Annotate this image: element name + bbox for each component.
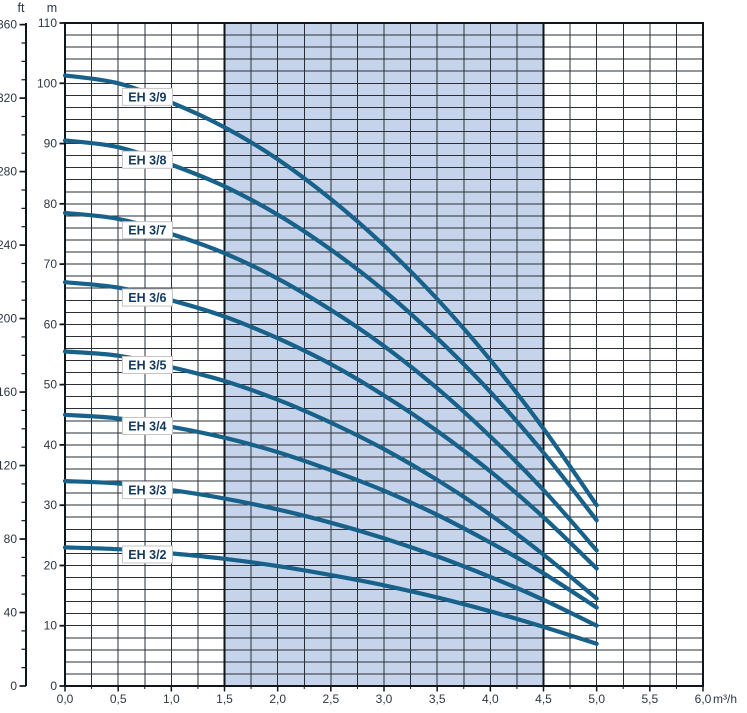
curve-label-eh-3-3: EH 3/3	[121, 481, 173, 500]
curve-label-text: EH 3/3	[128, 484, 166, 498]
curve-label-text: EH 3/5	[128, 359, 166, 373]
m-axis	[59, 22, 65, 687]
m-tick-label: 10	[44, 619, 58, 633]
x-tick-label: 3,0	[376, 692, 393, 706]
m-tick-label: 70	[44, 257, 58, 271]
x-tick-label: 1,5	[216, 692, 233, 706]
ft-tick-label: 360	[0, 18, 17, 32]
x-tick-label: 4,0	[482, 692, 499, 706]
curve-label-eh-3-5: EH 3/5	[121, 356, 173, 375]
ft-tick-label: 40	[4, 606, 18, 620]
curve-label-eh-3-8: EH 3/8	[121, 150, 173, 169]
ft-tick-label: 320	[0, 91, 17, 105]
m-tick-label: 40	[44, 438, 58, 452]
m-tick-label: 60	[44, 317, 58, 331]
x-tick-label: 5,5	[641, 692, 658, 706]
curve-label-text: EH 3/4	[128, 420, 166, 434]
curve-label-text: EH 3/8	[128, 153, 166, 167]
ft-tick-label: 120	[0, 459, 17, 473]
curve-label-eh-3-4: EH 3/4	[121, 417, 173, 436]
m-tick-label: 100	[37, 76, 57, 90]
curve-label-eh-3-7: EH 3/7	[121, 221, 173, 240]
m-tick-label: 0	[50, 679, 57, 693]
m-tick-label: 110	[38, 16, 57, 30]
m-tick-label: 20	[44, 558, 58, 572]
ft-axis-unit: ft	[18, 1, 25, 15]
x-tick-label: 1,0	[163, 692, 180, 706]
m-tick-label: 30	[44, 498, 58, 512]
x-tick-label: 5,0	[588, 692, 605, 706]
ft-tick-label: 80	[4, 532, 18, 546]
curve-label-text: EH 3/9	[128, 90, 166, 104]
m-axis-unit: m	[47, 1, 57, 15]
x-tick-label: 6,0	[695, 692, 712, 706]
curve-label-eh-3-2: EH 3/2	[121, 545, 173, 564]
ft-tick-label: 0	[10, 679, 17, 693]
curve-label-eh-3-6: EH 3/6	[121, 288, 173, 307]
ft-tick-label: 200	[0, 312, 17, 326]
x-tick-label: 2,5	[322, 692, 339, 706]
x-tick-label: 4,5	[535, 692, 552, 706]
curve-label-text: EH 3/6	[128, 291, 166, 305]
m-tick-label: 80	[44, 197, 58, 211]
curve-label-eh-3-9: EH 3/9	[121, 87, 173, 106]
x-tick-label: 0,0	[57, 692, 74, 706]
m-tick-label: 50	[44, 378, 58, 392]
m-tick-label: 90	[44, 137, 58, 151]
x-tick-label: 0,5	[110, 692, 127, 706]
ft-tick-label: 160	[0, 385, 17, 399]
curve-label-text: EH 3/7	[128, 224, 166, 238]
x-tick-label: 3,5	[429, 692, 446, 706]
ft-tick-label: 280	[0, 165, 17, 179]
x-axis-unit: m³/h	[713, 692, 737, 706]
x-axis	[64, 686, 704, 692]
ft-axis	[19, 23, 26, 687]
curve-label-text: EH 3/2	[128, 548, 166, 562]
ft-tick-label: 240	[0, 238, 17, 252]
x-tick-label: 2,0	[269, 692, 286, 706]
